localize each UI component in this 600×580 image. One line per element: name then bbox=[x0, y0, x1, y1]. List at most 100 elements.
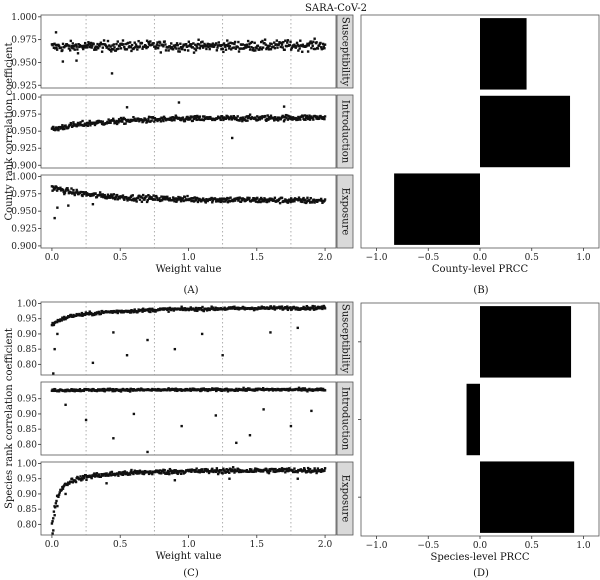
data-point bbox=[108, 194, 112, 198]
data-point bbox=[295, 45, 298, 48]
data-point bbox=[130, 198, 134, 202]
data-point bbox=[192, 51, 196, 54]
data-point bbox=[233, 471, 236, 474]
data-point bbox=[303, 387, 307, 390]
data-point bbox=[319, 387, 323, 390]
data-point bbox=[322, 116, 325, 119]
outlier-point bbox=[296, 477, 299, 480]
data-point bbox=[194, 115, 197, 118]
data-point bbox=[134, 43, 138, 46]
data-point bbox=[286, 467, 289, 470]
data-point bbox=[323, 467, 327, 470]
data-point bbox=[85, 121, 89, 125]
data-point bbox=[186, 45, 189, 48]
data-point bbox=[292, 470, 295, 473]
y-tick-label: 0.975 bbox=[11, 36, 37, 46]
data-point bbox=[308, 118, 312, 121]
data-point bbox=[184, 470, 187, 473]
data-point bbox=[306, 390, 309, 393]
data-point bbox=[220, 469, 223, 472]
data-point bbox=[224, 200, 227, 203]
facet-introduction: Introduction 0.900 0.925 0.950 0.975 1.000 bbox=[11, 93, 354, 171]
data-point bbox=[302, 469, 305, 472]
data-point bbox=[196, 46, 199, 49]
data-point bbox=[291, 469, 294, 472]
data-point bbox=[146, 119, 149, 123]
data-point bbox=[145, 200, 149, 204]
data-point bbox=[319, 197, 323, 201]
data-point bbox=[260, 198, 264, 201]
data-point bbox=[223, 469, 226, 472]
data-point bbox=[153, 198, 157, 201]
y-tick-label: 0.80 bbox=[17, 360, 37, 370]
data-point bbox=[167, 197, 170, 201]
data-point bbox=[215, 388, 219, 392]
y-tick-label: 0.925 bbox=[11, 144, 37, 154]
data-point bbox=[126, 118, 130, 122]
data-point bbox=[190, 199, 193, 203]
data-point bbox=[130, 194, 133, 198]
data-point bbox=[56, 126, 59, 130]
y-tick-label: 0.95 bbox=[17, 395, 37, 405]
data-point bbox=[175, 47, 178, 50]
data-point bbox=[284, 468, 288, 471]
data-point bbox=[224, 48, 228, 51]
data-point bbox=[93, 47, 97, 50]
data-point bbox=[209, 470, 213, 473]
facet-susceptibility: Susceptibility 0.925 0.950 0.975 1.000 bbox=[11, 13, 354, 91]
data-point bbox=[102, 387, 106, 391]
data-point bbox=[71, 389, 74, 393]
data-point bbox=[261, 388, 264, 391]
data-point bbox=[140, 470, 144, 474]
data-point bbox=[168, 467, 172, 471]
data-point bbox=[181, 307, 184, 310]
data-point bbox=[112, 117, 115, 121]
data-point bbox=[316, 467, 320, 470]
data-point bbox=[293, 467, 296, 470]
data-point bbox=[257, 200, 260, 203]
data-point bbox=[171, 469, 174, 473]
data-point bbox=[112, 119, 116, 122]
data-point bbox=[318, 117, 321, 120]
data-point bbox=[301, 43, 305, 46]
data-point bbox=[288, 467, 291, 470]
data-point bbox=[226, 115, 230, 118]
data-point bbox=[141, 310, 144, 313]
data-point bbox=[321, 307, 324, 311]
outlier-point bbox=[282, 105, 286, 108]
data-point bbox=[195, 118, 198, 122]
data-point bbox=[121, 120, 124, 123]
data-point bbox=[104, 195, 108, 198]
data-point bbox=[280, 305, 284, 308]
data-point bbox=[131, 471, 134, 474]
data-point bbox=[321, 387, 325, 391]
data-point bbox=[152, 194, 155, 197]
panel-label-d: (D) bbox=[473, 568, 489, 579]
data-point bbox=[109, 121, 112, 124]
outlier-point bbox=[53, 347, 56, 351]
data-point bbox=[252, 199, 256, 202]
bar-susceptibility bbox=[480, 306, 572, 378]
data-point bbox=[259, 46, 262, 49]
data-point bbox=[89, 43, 92, 47]
data-point bbox=[197, 118, 200, 121]
data-point bbox=[235, 469, 239, 473]
data-point bbox=[183, 389, 187, 392]
data-point bbox=[78, 477, 82, 481]
data-point bbox=[72, 313, 75, 317]
data-point bbox=[241, 43, 245, 46]
data-point bbox=[92, 193, 95, 197]
data-point bbox=[61, 485, 64, 489]
data-point bbox=[135, 45, 138, 48]
data-point bbox=[198, 47, 202, 50]
data-point bbox=[116, 311, 119, 315]
data-point bbox=[222, 42, 226, 45]
data-point bbox=[209, 307, 213, 310]
data-point bbox=[153, 45, 157, 48]
data-point bbox=[98, 44, 101, 48]
data-point bbox=[110, 470, 114, 474]
data-point bbox=[170, 119, 174, 122]
data-point bbox=[117, 118, 121, 121]
data-point bbox=[121, 194, 125, 197]
data-point bbox=[138, 472, 141, 475]
